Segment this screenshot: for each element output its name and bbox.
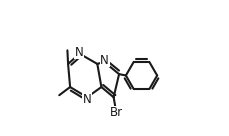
Text: N: N bbox=[100, 54, 109, 67]
Text: N: N bbox=[82, 92, 91, 106]
Text: Br: Br bbox=[109, 106, 122, 119]
Text: N: N bbox=[75, 46, 83, 59]
